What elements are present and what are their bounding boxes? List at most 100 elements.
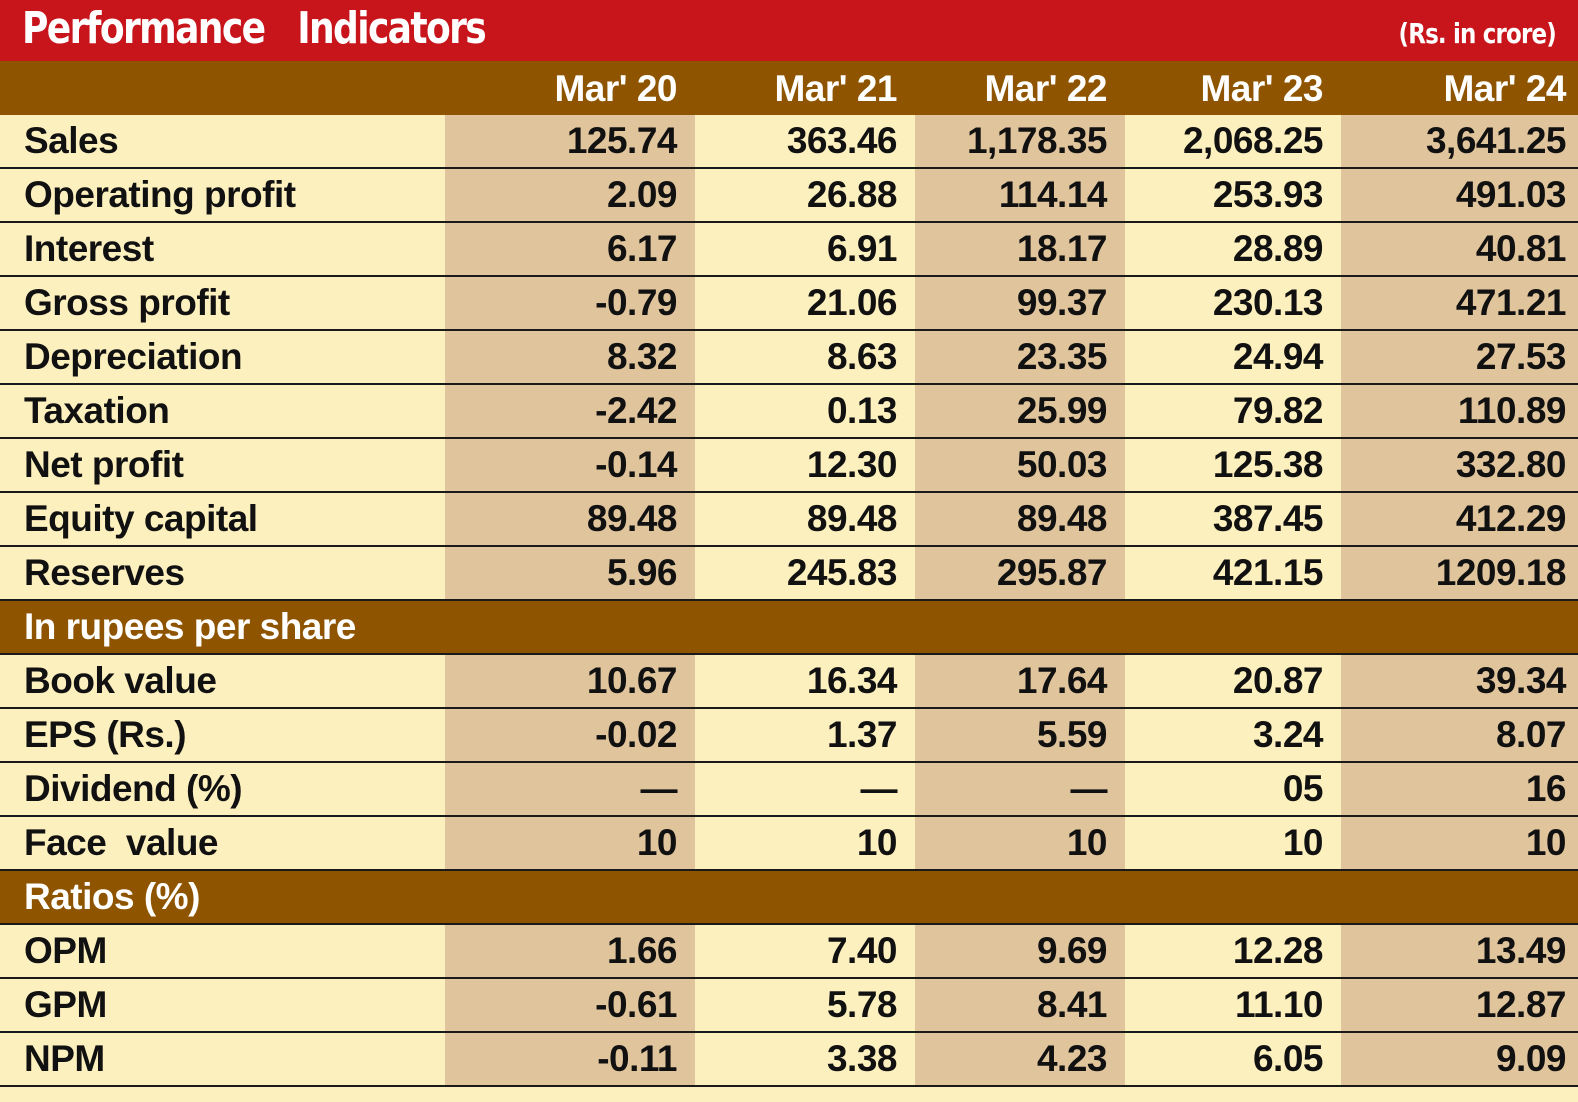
table-cell: 10 (1282, 822, 1324, 863)
table-cell: 4.23 (915, 1033, 1125, 1085)
table-row: Sales 125.74 363.46 1,178.35 2,068.25 3,641.2… (0, 115, 1578, 169)
table-cell: 99.37 (915, 277, 1125, 329)
table-cell: 295.87 (915, 547, 1125, 599)
table-cell: 27.53 (1341, 331, 1578, 383)
table-cell: 1,178.35 (915, 115, 1125, 167)
table-row: Interest 6.17 6.91 18.17 28.89 40.81 (0, 223, 1578, 277)
table-row: Depreciation 8.32 8.63 23.35 24.94 27.53 (0, 331, 1578, 385)
table-row: Dividend (%) — — — 05 16 (0, 763, 1578, 817)
table-cell: 3.24 (1252, 714, 1324, 755)
table-cell: 21.06 (806, 282, 898, 323)
table-cell: -0.02 (445, 709, 695, 761)
table-cell: 3,641.25 (1341, 115, 1578, 167)
table-cell: 9.09 (1341, 1033, 1578, 1085)
column-header: Mar' 24 (1443, 68, 1566, 109)
table-cell: 89.48 (915, 493, 1125, 545)
table-cell: 5.78 (826, 984, 898, 1025)
row-label: Interest (24, 228, 154, 269)
header-label-cell (0, 61, 445, 115)
table-cell: 114.14 (915, 169, 1125, 221)
table-row: EPS (Rs.) -0.02 1.37 5.59 3.24 8.07 (0, 709, 1578, 763)
section-title: In rupees per share (24, 606, 356, 647)
table-cell: — (445, 763, 695, 815)
table-row: Face value 10 10 10 10 10 (0, 817, 1578, 871)
table-cell: 471.21 (1341, 277, 1578, 329)
row-label: Operating profit (24, 174, 296, 215)
table-cell: 20.87 (1232, 660, 1324, 701)
table-cell: 10 (915, 817, 1125, 869)
table-cell: 6.17 (445, 223, 695, 275)
table-cell: 0.13 (826, 390, 898, 431)
table-cell: 412.29 (1341, 493, 1578, 545)
row-label: Equity capital (24, 498, 258, 539)
table-row: Reserves 5.96 245.83 295.87 421.15 1209.18 (0, 547, 1578, 601)
table-cell: 10 (445, 817, 695, 869)
table-cell: 7.40 (826, 930, 898, 971)
table-cell: 28.89 (1232, 228, 1324, 269)
table-cell: 18.17 (915, 223, 1125, 275)
table-cell: 23.35 (915, 331, 1125, 383)
table-cell: — (860, 768, 898, 809)
table-cell: 40.81 (1341, 223, 1578, 275)
section-header-row: In rupees per share (0, 601, 1578, 655)
row-label: Gross profit (24, 282, 230, 323)
table-cell: 89.48 (445, 493, 695, 545)
table-cell: 421.15 (1212, 552, 1324, 593)
table-cell: 387.45 (1212, 498, 1324, 539)
row-label: Net profit (24, 444, 184, 485)
table-header-row: Mar' 20 Mar' 21 Mar' 22 Mar' 23 Mar' 24 (0, 61, 1578, 115)
table-cell: 10 (1341, 817, 1578, 869)
table-cell: 2.09 (445, 169, 695, 221)
table-row: Book value 10.67 16.34 17.64 20.87 39.34 (0, 655, 1578, 709)
table-cell: 9.69 (915, 925, 1125, 977)
table-cell: 79.82 (1232, 390, 1324, 431)
row-label: GPM (24, 984, 107, 1025)
table-cell: 363.46 (786, 120, 898, 161)
section-header-row: Ratios (%) (0, 871, 1578, 925)
table-cell: 1.66 (445, 925, 695, 977)
table-row: OPM 1.66 7.40 9.69 12.28 13.49 (0, 925, 1578, 979)
table-cell: 8.41 (915, 979, 1125, 1031)
row-label: Dividend (%) (24, 768, 243, 809)
table-cell: -2.42 (445, 385, 695, 437)
row-label: Depreciation (24, 336, 243, 377)
table-row: Operating profit 2.09 26.88 114.14 253.93 491… (0, 169, 1578, 223)
table-cell: 24.94 (1232, 336, 1324, 377)
section-title: Ratios (%) (24, 876, 200, 917)
table-cell: -0.79 (445, 277, 695, 329)
table-cell: 2,068.25 (1182, 120, 1324, 161)
title-bar: Performance Indicators (Rs. in crore) (0, 0, 1578, 61)
table-cell: 12.30 (806, 444, 898, 485)
table-cell: 1209.18 (1341, 547, 1578, 599)
table-cell: 12.87 (1341, 979, 1578, 1031)
row-label: OPM (24, 930, 107, 971)
column-header: Mar' 22 (984, 68, 1107, 109)
row-label: NPM (24, 1038, 105, 1079)
table-cell: 3.38 (826, 1038, 898, 1079)
table-cell: 230.13 (1212, 282, 1324, 323)
table-row: Equity capital 89.48 89.48 89.48 387.45 412.2… (0, 493, 1578, 547)
column-header: Mar' 23 (1200, 68, 1323, 109)
table-cell: 125.38 (1212, 444, 1324, 485)
table-cell: — (915, 763, 1125, 815)
table-cell: 8.63 (826, 336, 898, 377)
table-cell: 25.99 (915, 385, 1125, 437)
table-cell: 50.03 (915, 439, 1125, 491)
table-cell: 332.80 (1341, 439, 1578, 491)
table-cell: 16.34 (806, 660, 898, 701)
table-cell: 10.67 (445, 655, 695, 707)
table-cell: 5.59 (915, 709, 1125, 761)
table-cell: 5.96 (445, 547, 695, 599)
table-cell: 39.34 (1341, 655, 1578, 707)
table-cell: 16 (1341, 763, 1578, 815)
table-cell: 05 (1282, 768, 1324, 809)
performance-table: Mar' 20 Mar' 21 Mar' 22 Mar' 23 Mar' 24 Sales… (0, 61, 1578, 1087)
column-header: Mar' 21 (774, 68, 897, 109)
table-cell: 10 (856, 822, 898, 863)
row-label: Reserves (24, 552, 185, 593)
table-row: NPM -0.11 3.38 4.23 6.05 9.09 (0, 1033, 1578, 1087)
row-label: Sales (24, 120, 119, 161)
table-cell: -0.14 (445, 439, 695, 491)
table-cell: 245.83 (786, 552, 898, 593)
row-label: EPS (Rs.) (24, 714, 187, 755)
